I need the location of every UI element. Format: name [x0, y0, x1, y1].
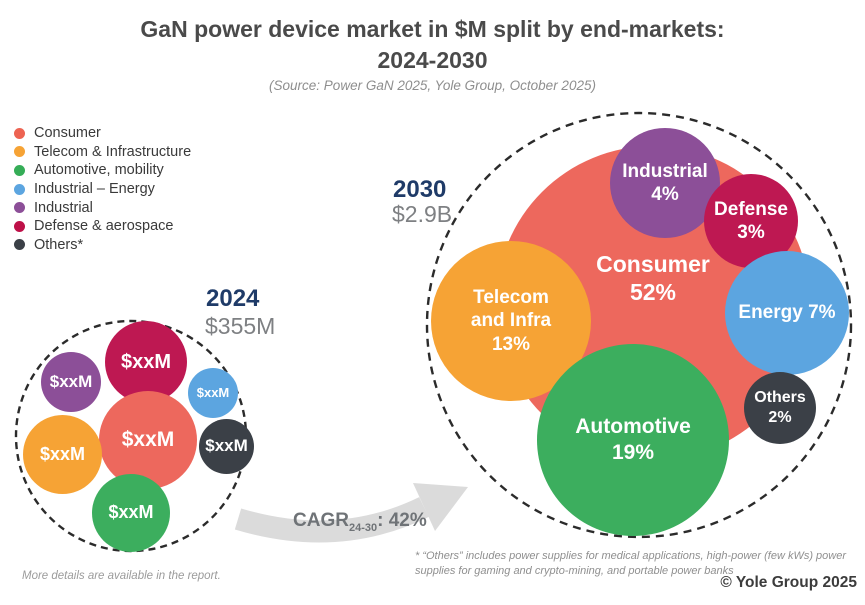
- legend-label: Telecom & Infrastructure: [34, 143, 192, 160]
- bubble-2030-others: Others 2%: [744, 372, 816, 444]
- title-line-2: 2024-2030: [377, 47, 488, 74]
- bubble-name: Automotive: [575, 415, 691, 439]
- legend-item-telecom: Telecom & Infrastructure: [14, 143, 191, 162]
- dashed-boundary-2030: [425, 111, 853, 539]
- bubble-2024-consumer: $xxM: [99, 391, 197, 489]
- bubble-label: Others 2%: [754, 388, 806, 427]
- bubble-pct: 3%: [737, 222, 765, 243]
- bubble-2030-automotive: Automotive 19%: [537, 344, 729, 536]
- total-2024-label: $355M: [205, 313, 276, 339]
- title-line-1: GaN power device market in $M split by e…: [140, 16, 725, 42]
- bubble-label: Defense 3%: [714, 198, 788, 244]
- bubble-pct: 13%: [491, 333, 531, 355]
- legend-dot-others: [14, 239, 25, 251]
- bubble-value-label: $xxM: [120, 350, 172, 373]
- bubble-label: Automotive 19%: [575, 414, 691, 465]
- bubble-value-label: $xxM: [196, 385, 230, 401]
- legend-item-consumer: Consumer: [14, 124, 191, 143]
- bubble-value-label: $xxM: [39, 443, 86, 464]
- others-footnote: * “Others” includes power supplies for m…: [415, 550, 847, 577]
- legend-dot-defense: [14, 220, 25, 232]
- legend-dot-automotive: [14, 164, 25, 176]
- legend-dot-telecom: [14, 146, 25, 158]
- source-subtitle: (Source: Power GaN 2025, Yole Group, Oct…: [269, 78, 596, 93]
- bubble-name: Others: [754, 389, 806, 407]
- bubble-name: Industrial: [622, 160, 708, 182]
- legend-label: Consumer: [34, 125, 101, 142]
- bubble-2024-defense: $xxM: [105, 321, 187, 403]
- legend-label: Others*: [34, 236, 84, 253]
- bubble-name: Consumer: [596, 250, 710, 277]
- bubble-label: Telecom and Infra 13%: [455, 286, 567, 356]
- bubble-2024-automotive: $xxM: [92, 474, 170, 552]
- cagr-prefix: CAGR: [293, 510, 349, 531]
- legend-label: Automotive, mobility: [34, 162, 164, 179]
- legend-dot-industrial-energy: [14, 183, 25, 195]
- legend-label: Industrial: [34, 199, 93, 216]
- bubble-value-label: $xxM: [205, 436, 248, 456]
- bubble-pct: 2%: [768, 409, 792, 426]
- bubble-name: Telecom and Infra: [470, 287, 552, 332]
- year-2030-label: 2030: [393, 176, 447, 203]
- bubble-2024-industrial-energy: $xxM: [188, 368, 238, 418]
- bubble-value-label: $xxM: [121, 428, 175, 452]
- page-title: GaN power device market in $M split by e…: [0, 14, 865, 76]
- bubble-name: Defense: [714, 198, 788, 220]
- legend-label: Defense & aerospace: [34, 218, 174, 235]
- bubble-2024-others: $xxM: [199, 419, 254, 474]
- legend-item-industrial-energy: Industrial – Energy: [14, 180, 191, 199]
- bubble-value-label: $xxM: [108, 502, 154, 523]
- total-2030-label: $2.9B: [392, 201, 453, 227]
- copyright-label: © Yole Group 2025: [720, 574, 857, 591]
- bubble-2024-industrial: $xxM: [41, 352, 101, 412]
- bubble-2024-telecom: $xxM: [23, 415, 102, 494]
- bubble-2030-telecom: Telecom and Infra 13%: [431, 241, 591, 401]
- cagr-growth-arrow: [234, 483, 468, 543]
- bubble-2030-energy: Energy 7%: [725, 251, 849, 375]
- legend-item-industrial: Industrial: [14, 198, 191, 217]
- bubble-label: Industrial 4%: [622, 160, 708, 206]
- bubble-label: Consumer 52%: [596, 250, 710, 306]
- cagr-label: CAGR24-30: 42%: [293, 510, 427, 534]
- cagr-value: : 42%: [377, 510, 427, 531]
- legend-dot-industrial: [14, 202, 25, 214]
- bubble-pct: 19%: [611, 441, 655, 464]
- legend-item-others: Others*: [14, 236, 191, 255]
- bubble-label: Energy 7%: [738, 301, 835, 324]
- bubble-2030-industrial: Industrial 4%: [610, 128, 720, 238]
- legend-label: Industrial – Energy: [34, 181, 155, 198]
- bubble-name: Energy: [738, 302, 803, 324]
- legend-item-automotive: Automotive, mobility: [14, 161, 191, 180]
- bubble-value-label: $xxM: [49, 371, 93, 391]
- cagr-subscript: 24-30: [348, 521, 378, 534]
- legend: Consumer Telecom & Infrastructure Automo…: [14, 124, 191, 254]
- more-details-note: More details are available in the report…: [22, 570, 221, 582]
- legend-item-defense: Defense & aerospace: [14, 217, 191, 236]
- bubble-pct: 4%: [651, 184, 679, 205]
- legend-dot-consumer: [14, 127, 25, 139]
- year-2024-label: 2024: [206, 285, 260, 312]
- bubble-pct: 7%: [808, 302, 836, 324]
- bubble-pct: 52%: [629, 279, 677, 305]
